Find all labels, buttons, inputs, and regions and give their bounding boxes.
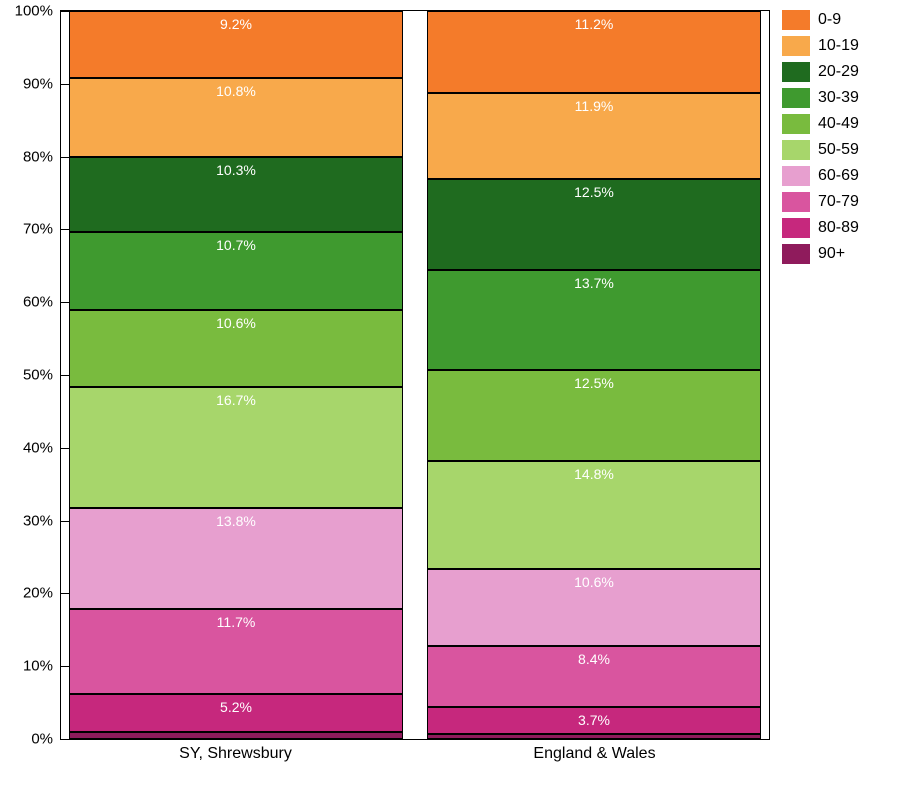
legend-swatch [782,88,810,108]
legend-swatch [782,36,810,56]
stacked-bar: 3.7% 8.4% 10.6% 14.8% 12.5% 13.7% 12.5% 11.9% 11… [427,11,761,739]
bar-segment: 9.2% [69,11,403,78]
legend-swatch [782,10,810,30]
y-tick [61,739,69,740]
bar-segment: 13.7% [427,270,761,370]
bar-segment-label: 5.2% [220,695,252,715]
bar-segment-label: 16.7% [216,388,256,408]
y-tick-label: 20% [23,585,61,602]
y-tick-label: 10% [23,658,61,675]
legend-swatch [782,166,810,186]
y-tick-label: 60% [23,294,61,311]
bar-segment-label: 10.3% [216,158,256,178]
x-axis-label: England & Wales [419,745,770,763]
bar-segment-label: 10.6% [574,570,614,590]
bar-segment: 10.6% [69,310,403,387]
y-tick-label: 50% [23,367,61,384]
legend-item: 30-39 [782,88,859,108]
y-tick-label: 80% [23,148,61,165]
bar-segment: 11.9% [427,93,761,180]
y-tick-label: 0% [31,731,61,748]
bar-segment-label: 3.7% [578,708,610,728]
legend-swatch [782,140,810,160]
bar-segment-label: 10.8% [216,79,256,99]
bar-segment [427,734,761,739]
y-tick-label: 70% [23,221,61,238]
legend-swatch [782,218,810,238]
bar-segment: 13.8% [69,508,403,608]
bar-segment-label: 8.4% [578,647,610,667]
legend-label: 90+ [818,245,845,263]
legend-item: 40-49 [782,114,859,134]
legend: 0-9 10-19 20-29 30-39 40-49 50-59 60-69 70-79 80… [782,10,859,270]
legend-swatch [782,114,810,134]
legend-swatch [782,62,810,82]
bar-segment-label: 12.5% [574,371,614,391]
bar-segment-label: 14.8% [574,462,614,482]
bar-segment [69,732,403,739]
bar-segment: 5.2% [69,694,403,732]
bar-segment-label: 11.2% [575,12,614,32]
legend-label: 80-89 [818,219,859,237]
legend-label: 70-79 [818,193,859,211]
bar-segment-label: 11.9% [575,94,614,114]
bar-columns: 5.2% 11.7% 13.8% 16.7% 10.6% 10.7% 10.3% 10.8% 9… [61,11,769,739]
legend-swatch [782,192,810,212]
legend-swatch [782,244,810,264]
bar-segment: 11.2% [427,11,761,93]
stacked-bar: 5.2% 11.7% 13.8% 16.7% 10.6% 10.7% 10.3% 10.8% 9… [69,11,403,739]
bar-segment-label: 10.7% [216,233,256,253]
y-tick-label: 100% [15,3,61,20]
bar-segment-label: 9.2% [220,12,252,32]
bar-segment: 16.7% [69,387,403,509]
x-axis-label: SY, Shrewsbury [60,745,411,763]
bar-segment: 3.7% [427,707,761,734]
legend-label: 30-39 [818,89,859,107]
legend-item: 90+ [782,244,859,264]
bar-segment: 12.5% [427,179,761,270]
bar-segment-label: 10.6% [216,311,256,331]
legend-item: 10-19 [782,36,859,56]
x-axis-labels: SY, Shrewsbury England & Wales [60,745,770,763]
bar-column: 5.2% 11.7% 13.8% 16.7% 10.6% 10.7% 10.3% 10.8% 9… [61,11,411,739]
legend-item: 20-29 [782,62,859,82]
legend-item: 50-59 [782,140,859,160]
y-tick-label: 90% [23,75,61,92]
legend-item: 60-69 [782,166,859,186]
legend-item: 0-9 [782,10,859,30]
bar-segment: 14.8% [427,461,761,569]
bar-segment: 10.3% [69,157,403,232]
legend-label: 50-59 [818,141,859,159]
bar-segment: 8.4% [427,646,761,707]
y-tick-label: 40% [23,439,61,456]
x-label-gap [411,745,419,763]
legend-label: 0-9 [818,11,841,29]
bar-segment: 10.6% [427,569,761,646]
column-gap [411,11,419,739]
bar-segment-label: 12.5% [574,180,614,200]
y-tick-label: 30% [23,512,61,529]
legend-label: 10-19 [818,37,859,55]
plot-area: 0%10%20%30%40%50%60%70%80%90%100% 5.2%11… [60,10,770,740]
legend-label: 20-29 [818,63,859,81]
bar-segment: 11.7% [69,609,403,694]
legend-label: 60-69 [818,167,859,185]
bar-segment-label: 11.7% [217,610,256,630]
bar-segment: 10.7% [69,232,403,310]
legend-item: 80-89 [782,218,859,238]
bar-segment: 10.8% [69,78,403,157]
bar-segment-label: 13.8% [216,509,256,529]
chart-container: 0% 10% 20% 30% 40% 50% 60% 70% 80% 90% 100% 5.2% 11… [0,0,900,790]
bar-segment-label: 13.7% [574,271,614,291]
bar-column: 3.7% 8.4% 10.6% 14.8% 12.5% 13.7% 12.5% 11.9% 11… [419,11,769,739]
legend-label: 40-49 [818,115,859,133]
bar-segment: 12.5% [427,370,761,461]
legend-item: 70-79 [782,192,859,212]
